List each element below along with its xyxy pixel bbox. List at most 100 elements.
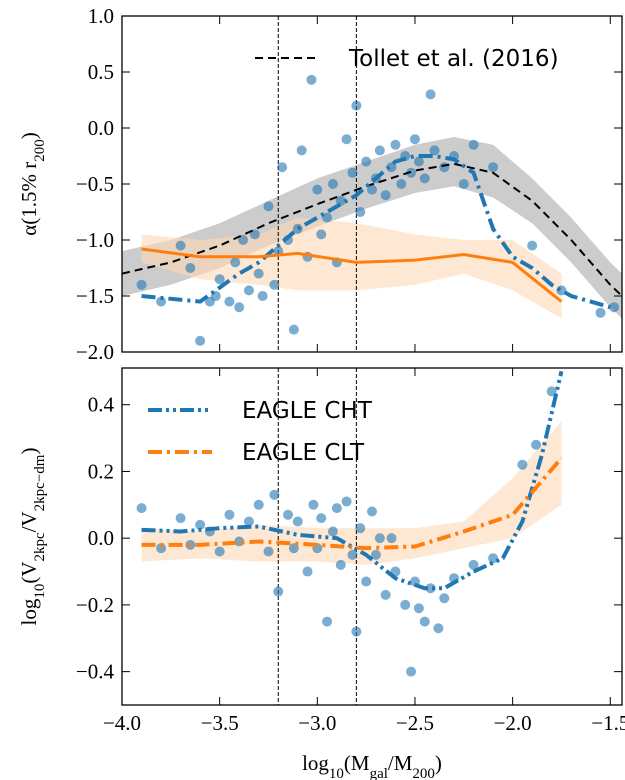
scatter-point [531, 439, 542, 450]
scatter-point [429, 145, 440, 156]
y-tick-label: −0.5 [76, 172, 114, 196]
legend-label: EAGLE CLT [242, 440, 365, 466]
line [141, 247, 563, 303]
scatter-point [341, 496, 352, 507]
scatter-point [413, 603, 424, 614]
scatter-point [374, 145, 385, 156]
scatter-point [175, 240, 186, 251]
x-tick-label: −3.5 [201, 711, 239, 735]
label-part: 10 [32, 584, 48, 599]
scatter-point [468, 559, 479, 570]
scatter-point [419, 173, 430, 184]
plot-area [136, 368, 564, 705]
label-part: 2kpc [32, 532, 48, 562]
scatter-point [322, 212, 333, 223]
label-part: (V [17, 561, 41, 583]
legend-label: Tollet et al. (2016) [348, 46, 559, 72]
y-tick-label: 0.2 [88, 459, 114, 483]
x-tick-label: −1.5 [591, 711, 625, 735]
y-tick-label: 0.4 [88, 393, 115, 417]
scatter-point [195, 335, 206, 346]
x-tick-label: −4.0 [103, 711, 141, 735]
scatter-point [283, 509, 294, 520]
scatter-point [277, 162, 288, 173]
label-part: α(1.5% r [17, 162, 41, 236]
scatter-point [327, 526, 338, 537]
y-axis-label: log10(V2kpc/V2kpc−dm) [17, 448, 48, 626]
scatter-point [136, 503, 147, 514]
scatter-point [406, 666, 417, 677]
scatter-point [195, 519, 206, 530]
label-part: 200 [412, 766, 435, 780]
scatter-point [224, 509, 235, 520]
scatter-point [253, 499, 264, 510]
y-axis-label: α(1.5% r200) [17, 132, 48, 235]
scatter-point [308, 499, 319, 510]
scatter-point [302, 566, 313, 577]
scatter-point [367, 184, 377, 195]
label-part: log [302, 751, 329, 775]
scatter-point [351, 626, 362, 637]
scatter-point [185, 263, 196, 273]
scatter-point [253, 268, 264, 279]
label-part: 2kpc−dm [32, 454, 48, 511]
y-tick-label: 0.0 [88, 526, 114, 550]
scatter-point [269, 279, 280, 290]
scatter-point [380, 190, 391, 201]
scatter-point [224, 296, 235, 307]
scatter-point [347, 167, 358, 178]
y-tick-label: 0.5 [88, 60, 114, 84]
scatter-point [425, 89, 436, 100]
scatter-point [288, 324, 299, 335]
scatter-point [292, 223, 303, 234]
scatter-point [390, 139, 401, 150]
scatter-point [396, 179, 407, 189]
scatter-point [355, 523, 366, 534]
scatter-point [595, 307, 606, 318]
y-tick-label: −0.2 [76, 593, 114, 617]
label-part: gal [370, 766, 388, 780]
label-part: 200 [32, 139, 48, 162]
frame [121, 367, 623, 706]
scatter-point [361, 576, 372, 587]
scatter-point [468, 139, 479, 150]
scatter-point [386, 533, 397, 544]
y-tick-label: −0.4 [76, 660, 115, 684]
scatter-point [361, 156, 372, 167]
scatter-point [234, 302, 245, 313]
scatter-point [156, 543, 167, 554]
scatter-point [433, 623, 444, 634]
scatter-point [374, 533, 385, 544]
scatter-point [609, 302, 620, 313]
scatter-point [413, 156, 424, 167]
scatter-point [400, 599, 411, 610]
y-tick-label: 0.0 [88, 116, 114, 140]
scatter-point [351, 100, 362, 111]
scatter-point [380, 589, 391, 600]
scatter-point [347, 549, 358, 560]
scatter-point [370, 549, 381, 560]
label-part: /V [17, 511, 41, 532]
label-part: ) [435, 751, 442, 775]
scatter-point [355, 207, 366, 217]
scatter-point [175, 513, 186, 524]
scatter-point [306, 74, 317, 85]
scatter-point [273, 586, 284, 597]
scatter-point [335, 559, 346, 570]
scatter-point [439, 162, 450, 173]
scatter-point [425, 583, 436, 594]
scatter-point [156, 296, 167, 307]
scatter-point [316, 513, 327, 524]
scatter-point [322, 616, 333, 627]
line [141, 154, 611, 310]
label-part: log [17, 598, 41, 625]
scatter-point [316, 229, 327, 240]
y-tick-label: −1.0 [76, 228, 114, 252]
scatter-point [288, 543, 299, 554]
scatter-point [269, 489, 280, 500]
y-tick-label: −1.5 [76, 284, 114, 308]
scatter-point [263, 201, 274, 212]
scatter-point [409, 134, 420, 145]
scatter-point [136, 279, 147, 290]
